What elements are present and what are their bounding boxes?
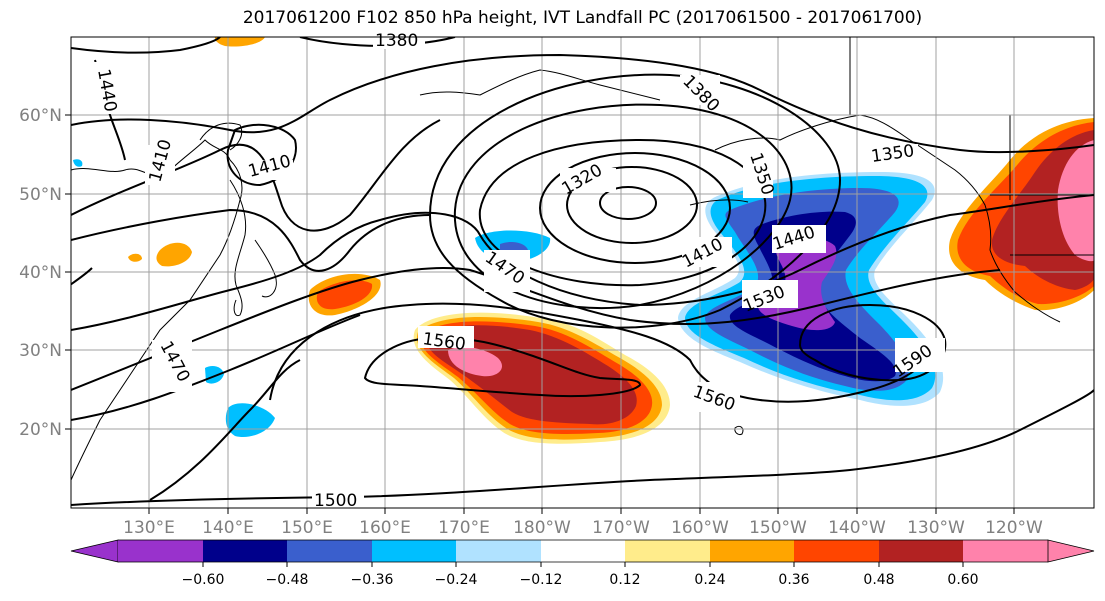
colorbar: −0.60 −0.48 −0.36 −0.24 −0.12 0.12 0.24 … — [70, 539, 1095, 588]
x-tick-label: 130°W — [907, 518, 965, 538]
y-tick-label: 30°N — [19, 341, 62, 361]
x-tick-label: 120°W — [985, 518, 1043, 538]
chart-title: 2017061200 F102 850 hPa height, IVT Land… — [242, 8, 923, 28]
colorbar-extend-high — [1047, 539, 1095, 563]
colorbar-tick-label: 0.60 — [947, 572, 978, 588]
x-tick-label: 140°E — [202, 518, 254, 538]
y-tick-label: 60°N — [19, 106, 62, 126]
contour-label-backgrounds — [94, 37, 945, 508]
x-tick-label: 130°E — [123, 518, 175, 538]
colorbar-extend-low — [70, 539, 119, 563]
colorbar-tick-label: 0.36 — [778, 572, 809, 588]
contour-label: 1320 — [559, 160, 606, 199]
contour-label: 1500 — [314, 491, 357, 511]
colorbar-tick-label: 0.24 — [694, 572, 725, 588]
x-tick-label: 170°W — [592, 518, 650, 538]
gridlines — [71, 37, 1094, 508]
y-tick-label: 50°N — [19, 185, 62, 205]
colorbar-tick-label: −0.36 — [351, 572, 394, 588]
y-tick-label: 40°N — [19, 263, 62, 283]
colorbar-swatches — [118, 540, 1048, 562]
colorbar-tick-label: −0.24 — [435, 572, 478, 588]
ivt-positive-shading — [128, 37, 1094, 444]
colorbar-tick-label: 0.12 — [609, 572, 640, 588]
y-tick-label: 20°N — [19, 420, 62, 440]
x-tick-labels: 130°E 140°E 150°E 160°E 170°E 180°W 170°… — [123, 518, 1043, 538]
x-tick-label: 170°E — [438, 518, 490, 538]
x-tick-label: 150°E — [281, 518, 333, 538]
colorbar-tick-label: −0.48 — [266, 572, 309, 588]
x-tick-label: 160°W — [671, 518, 729, 538]
x-tick-label: 160°E — [359, 518, 411, 538]
x-tick-label: 180°W — [513, 518, 571, 538]
axis-ticks — [65, 114, 1015, 514]
colorbar-tick-label: −0.12 — [520, 572, 563, 588]
x-tick-label: 150°W — [749, 518, 807, 538]
map-area — [71, 37, 1094, 508]
y-tick-labels: 60°N 50°N 40°N 30°N 20°N — [19, 106, 62, 440]
colorbar-tick-label: 0.48 — [863, 572, 894, 588]
contour-label: 1380 — [375, 31, 418, 51]
colorbar-tick-label: −0.60 — [182, 572, 225, 588]
x-tick-label: 140°W — [828, 518, 886, 538]
